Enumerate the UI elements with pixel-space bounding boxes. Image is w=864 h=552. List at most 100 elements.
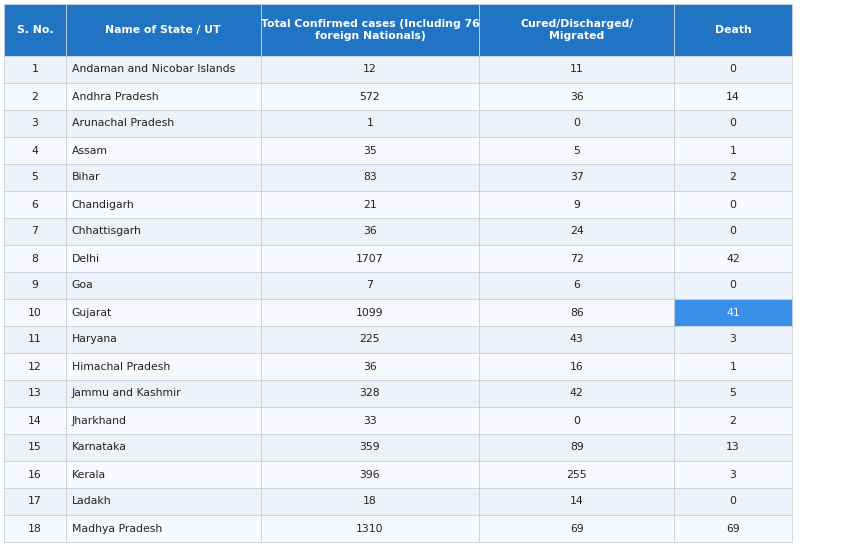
Text: 86: 86	[569, 307, 583, 317]
Text: 2: 2	[31, 92, 38, 102]
Text: 1: 1	[31, 65, 38, 75]
Text: Bihar: Bihar	[72, 172, 100, 183]
Bar	[261, 218, 479, 245]
Bar	[261, 110, 479, 137]
Bar	[674, 110, 791, 137]
Text: 3: 3	[729, 470, 736, 480]
Bar	[66, 326, 261, 353]
Text: Ladakh: Ladakh	[72, 496, 111, 507]
Bar	[4, 299, 66, 326]
Text: 1707: 1707	[356, 253, 384, 263]
Bar	[674, 4, 791, 56]
Bar	[674, 272, 791, 299]
Bar	[674, 461, 791, 488]
Bar	[66, 83, 261, 110]
Text: Total Confirmed cases (Including 76
foreign Nationals): Total Confirmed cases (Including 76 fore…	[261, 19, 480, 41]
Text: 1099: 1099	[356, 307, 384, 317]
Text: 0: 0	[729, 280, 736, 290]
Text: 89: 89	[569, 443, 583, 453]
Bar	[674, 164, 791, 191]
Bar	[4, 407, 66, 434]
Bar	[674, 245, 791, 272]
Bar	[66, 218, 261, 245]
Text: Kerala: Kerala	[72, 470, 105, 480]
Text: Jammu and Kashmir: Jammu and Kashmir	[72, 389, 181, 399]
Bar	[479, 245, 674, 272]
Text: 41: 41	[726, 307, 740, 317]
Text: 0: 0	[729, 119, 736, 129]
Bar	[479, 299, 674, 326]
Bar	[479, 164, 674, 191]
Text: 13: 13	[726, 443, 740, 453]
Bar	[66, 380, 261, 407]
Text: 6: 6	[573, 280, 580, 290]
Bar	[674, 326, 791, 353]
Text: Assam: Assam	[72, 146, 108, 156]
Bar	[674, 434, 791, 461]
Text: 225: 225	[359, 335, 380, 344]
Bar	[674, 299, 791, 326]
Bar	[66, 191, 261, 218]
Text: Chandigarh: Chandigarh	[72, 199, 135, 210]
Bar	[4, 164, 66, 191]
Text: 36: 36	[569, 92, 583, 102]
Bar	[261, 299, 479, 326]
Bar	[479, 407, 674, 434]
Text: Death: Death	[715, 25, 752, 35]
Bar	[674, 137, 791, 164]
Text: 83: 83	[363, 172, 377, 183]
Text: Goa: Goa	[72, 280, 93, 290]
Text: 42: 42	[726, 253, 740, 263]
Text: Madhya Pradesh: Madhya Pradesh	[72, 523, 162, 533]
Text: 15: 15	[28, 443, 41, 453]
Bar	[479, 56, 674, 83]
Text: 36: 36	[363, 362, 377, 371]
Text: 0: 0	[729, 65, 736, 75]
Bar	[66, 164, 261, 191]
Text: 572: 572	[359, 92, 380, 102]
Bar	[4, 137, 66, 164]
Bar	[4, 326, 66, 353]
Bar	[479, 110, 674, 137]
Bar	[674, 407, 791, 434]
Bar	[66, 407, 261, 434]
Text: Name of State / UT: Name of State / UT	[105, 25, 221, 35]
Text: 9: 9	[573, 199, 580, 210]
Text: Andaman and Nicobar Islands: Andaman and Nicobar Islands	[72, 65, 235, 75]
Bar	[479, 272, 674, 299]
Text: Delhi: Delhi	[72, 253, 99, 263]
Text: 35: 35	[363, 146, 377, 156]
Text: 2: 2	[729, 172, 736, 183]
Text: Himachal Pradesh: Himachal Pradesh	[72, 362, 170, 371]
Text: 18: 18	[363, 496, 377, 507]
Text: 11: 11	[28, 335, 41, 344]
Text: 6: 6	[31, 199, 38, 210]
Bar	[4, 4, 66, 56]
Bar	[479, 515, 674, 542]
Text: 328: 328	[359, 389, 380, 399]
Bar	[479, 434, 674, 461]
Text: 37: 37	[569, 172, 583, 183]
Text: Gujarat: Gujarat	[72, 307, 111, 317]
Text: 16: 16	[28, 470, 41, 480]
Text: Jharkhand: Jharkhand	[72, 416, 127, 426]
Text: 1: 1	[729, 146, 736, 156]
Text: 69: 69	[726, 523, 740, 533]
Bar	[4, 380, 66, 407]
Bar	[261, 488, 479, 515]
Bar	[674, 380, 791, 407]
Bar	[261, 407, 479, 434]
Bar	[4, 434, 66, 461]
Bar	[261, 461, 479, 488]
Text: 0: 0	[729, 226, 736, 236]
Bar	[66, 461, 261, 488]
Bar	[261, 245, 479, 272]
Bar	[674, 56, 791, 83]
Bar	[674, 191, 791, 218]
Bar	[479, 488, 674, 515]
Text: 3: 3	[729, 335, 736, 344]
Bar	[261, 380, 479, 407]
Bar	[4, 461, 66, 488]
Text: 18: 18	[28, 523, 41, 533]
Text: Andhra Pradesh: Andhra Pradesh	[72, 92, 158, 102]
